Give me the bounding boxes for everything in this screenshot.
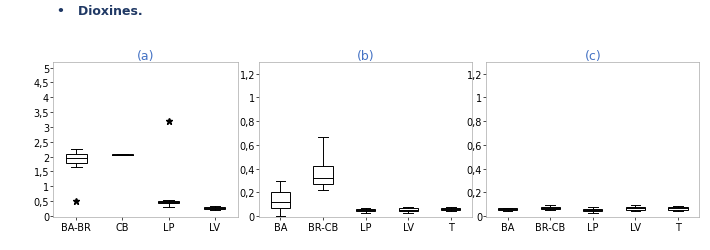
Title: (b): (b) — [357, 50, 374, 62]
Bar — [442, 208, 461, 210]
Title: (c): (c) — [584, 50, 601, 62]
Bar — [399, 209, 418, 212]
Bar — [626, 207, 645, 210]
Bar — [158, 201, 179, 203]
Bar — [112, 154, 133, 156]
Bar — [66, 154, 87, 163]
Bar — [541, 207, 559, 209]
Bar — [584, 209, 602, 212]
Title: (a): (a) — [137, 50, 154, 62]
Bar — [669, 208, 687, 210]
Bar — [314, 166, 332, 184]
Text: •   Dioxines.: • Dioxines. — [57, 5, 143, 18]
Bar — [271, 193, 290, 208]
Bar — [356, 209, 376, 212]
Bar — [204, 207, 225, 209]
Bar — [498, 209, 517, 210]
